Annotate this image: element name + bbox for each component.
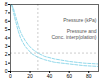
svg-text:1: 1: [5, 60, 8, 66]
svg-text:0: 0: [5, 68, 8, 74]
svg-text:40: 40: [47, 73, 53, 79]
svg-text:Pressure andConc. interp(olati: Pressure andConc. interp(olation): [51, 28, 96, 39]
svg-text:Pressure (kPa): Pressure (kPa): [63, 17, 97, 23]
svg-text:60: 60: [66, 73, 72, 79]
svg-text:7: 7: [5, 9, 8, 15]
svg-text:2: 2: [5, 51, 8, 57]
svg-text:0: 0: [9, 73, 12, 79]
svg-text:8: 8: [5, 1, 8, 7]
svg-text:6: 6: [5, 18, 8, 24]
svg-text:20: 20: [27, 73, 33, 79]
svg-text:5: 5: [5, 26, 8, 32]
svg-text:80: 80: [86, 73, 92, 79]
svg-text:3: 3: [5, 43, 8, 49]
svg-text:4: 4: [5, 35, 8, 41]
